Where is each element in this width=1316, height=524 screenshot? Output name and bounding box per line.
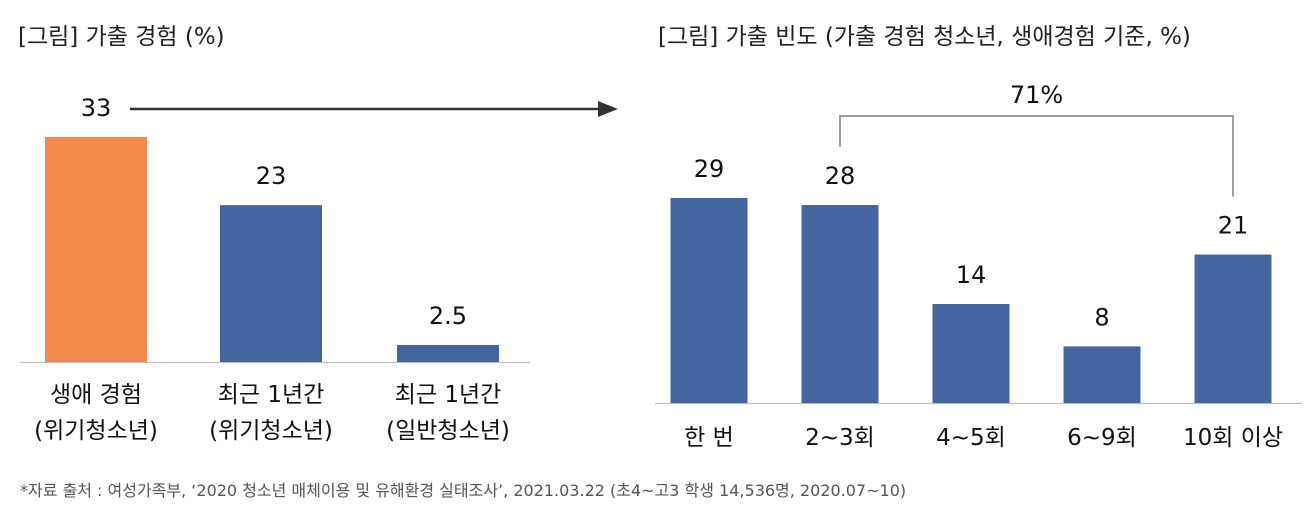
bracket-line — [839, 115, 1234, 197]
left-chart-title: [그림] 가출 경험 (%) — [18, 24, 225, 50]
data-label: 29 — [694, 155, 725, 183]
category-label: (일반청소년) — [386, 418, 510, 444]
data-label: 8 — [1094, 303, 1109, 331]
category-label: 최근 1년간 — [395, 382, 502, 408]
category-label: 4~5회 — [936, 425, 1006, 451]
category-label: 2~3회 — [805, 425, 875, 451]
bar — [1194, 254, 1272, 403]
data-label: 23 — [256, 162, 287, 190]
data-label: 28 — [825, 162, 856, 190]
right-chart-title: [그림] 가출 빈도 (가출 경험 청소년, 생애경험 기준, %) — [658, 24, 1191, 50]
category-label: 생애 경험 — [50, 382, 142, 408]
data-label: 21 — [1218, 212, 1249, 240]
data-label: 14 — [956, 261, 987, 289]
category-label: (위기청소년) — [209, 418, 333, 444]
bar — [1063, 346, 1141, 403]
data-label: 33 — [81, 94, 112, 122]
category-label: 10회 이상 — [1183, 425, 1283, 451]
category-label: (위기청소년) — [34, 418, 158, 444]
bar — [670, 197, 748, 403]
source-note: *자료 출처 : 여성가족부, ‘2020 청소년 매체이용 및 유해환경 실태… — [20, 481, 906, 500]
bar — [932, 304, 1010, 403]
data-label: 2.5 — [429, 302, 467, 330]
category-label: 최근 1년간 — [218, 382, 325, 408]
category-label: 6~9회 — [1067, 425, 1137, 451]
bar — [45, 136, 147, 362]
category-label: 한 번 — [684, 425, 734, 451]
arrow-head — [598, 101, 618, 117]
left-chart: 33 생애 경험 (위기청소년) 23 최근 1년간 (위기청소년) 2.5 최근 1년간 (일… — [20, 94, 530, 444]
bar — [220, 205, 322, 362]
bracket-label: 71% — [1010, 81, 1063, 109]
bar — [801, 205, 879, 403]
right-chart: 29 한 번 28 2~3회 14 4~5회 8 6~9회 21 10회 이상 71% — [655, 81, 1302, 451]
bar — [397, 344, 499, 362]
